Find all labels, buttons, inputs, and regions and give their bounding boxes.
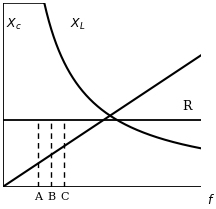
Text: C: C — [60, 192, 68, 202]
Text: $X_c$: $X_c$ — [6, 17, 22, 32]
Text: $f$: $f$ — [207, 193, 215, 207]
Text: A: A — [34, 192, 42, 202]
Text: R: R — [182, 100, 192, 113]
Text: $X_L$: $X_L$ — [70, 17, 86, 32]
Text: B: B — [47, 192, 55, 202]
